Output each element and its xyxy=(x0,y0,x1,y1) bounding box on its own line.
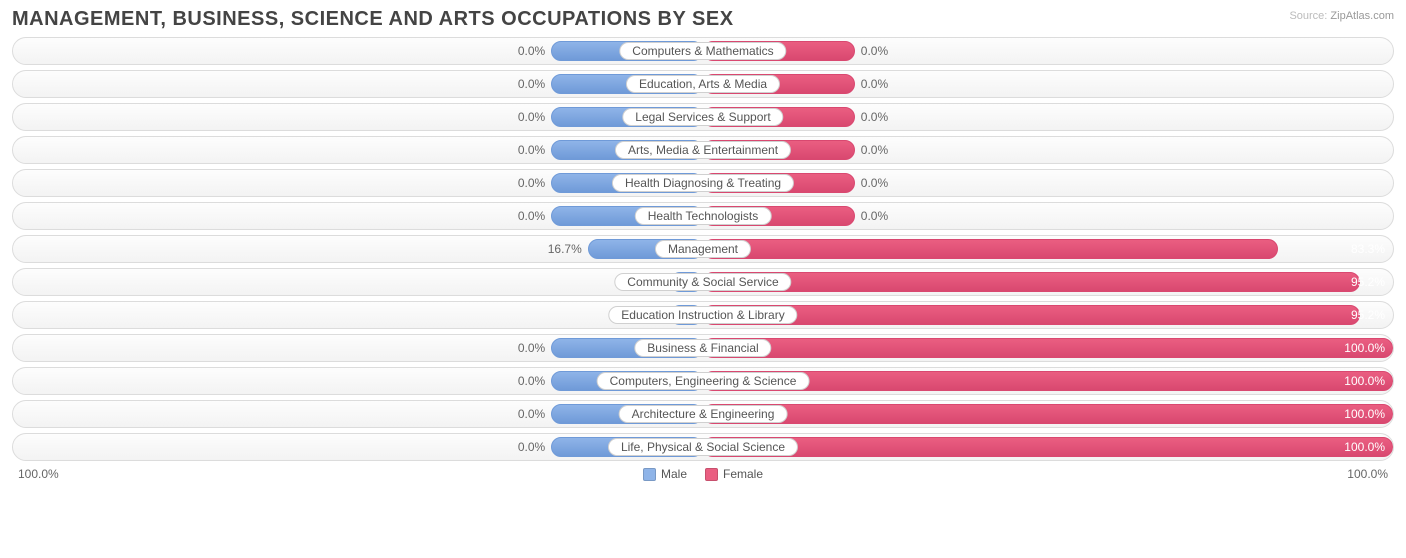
pct-label-male: 0.0% xyxy=(518,110,545,124)
pct-label-female: 0.0% xyxy=(861,209,888,223)
bar-half-male: 0.0% xyxy=(13,434,703,460)
bar-half-male: 0.0% xyxy=(13,137,703,163)
pct-label-male: 16.7% xyxy=(548,242,582,256)
pct-label-male: 0.0% xyxy=(518,341,545,355)
pct-label-female: 0.0% xyxy=(861,77,888,91)
chart-legend: Male Female xyxy=(643,467,763,481)
axis-label-left: 100.0% xyxy=(18,467,59,481)
pct-label-female: 0.0% xyxy=(861,110,888,124)
pct-label-female: 0.0% xyxy=(861,143,888,157)
pct-label-male: 0.0% xyxy=(518,209,545,223)
category-label: Arts, Media & Entertainment xyxy=(615,141,791,159)
category-label: Business & Financial xyxy=(634,339,771,357)
category-label: Legal Services & Support xyxy=(622,108,783,126)
category-label: Computers, Engineering & Science xyxy=(597,372,810,390)
bar-fill-female xyxy=(703,404,1393,424)
pct-label-female: 95.2% xyxy=(1351,308,1385,322)
pct-label-female: 100.0% xyxy=(1344,440,1385,454)
pct-label-male: 0.0% xyxy=(518,77,545,91)
bar-half-male: 0.0% xyxy=(13,203,703,229)
bar-row: 0.0% 100.0% Life, Physical & Social Scienc… xyxy=(12,433,1394,461)
chart-title: MANAGEMENT, BUSINESS, SCIENCE AND ARTS O… xyxy=(12,8,734,31)
bar-half-male: 0.0% xyxy=(13,335,703,361)
bar-half-female: 100.0% xyxy=(703,335,1393,361)
chart-rows: 0.0% 0.0% Computers & Mathematics 0.0% 0.0% E… xyxy=(12,37,1394,461)
bar-row: 0.0% 0.0% Health Diagnosing & Treating xyxy=(12,169,1394,197)
bar-row: 0.0% 100.0% Business & Financial xyxy=(12,334,1394,362)
pct-label-female: 83.3% xyxy=(1351,242,1385,256)
bar-fill-female xyxy=(703,272,1360,292)
pct-label-female: 95.2% xyxy=(1351,275,1385,289)
bar-half-male: 0.0% xyxy=(13,401,703,427)
bar-row: 0.0% 100.0% Computers, Engineering & Scien… xyxy=(12,367,1394,395)
chart-footer: 100.0% Male Female 100.0% xyxy=(12,467,1394,481)
bar-half-female: 0.0% xyxy=(703,38,1393,64)
bar-fill-female xyxy=(703,338,1393,358)
legend-label-female: Female xyxy=(723,467,763,481)
pct-label-female: 0.0% xyxy=(861,176,888,190)
source-value: ZipAtlas.com xyxy=(1330,10,1394,22)
pct-label-male: 0.0% xyxy=(518,374,545,388)
bar-row: 0.0% 100.0% Architecture & Engineering xyxy=(12,400,1394,428)
chart-source: Source: ZipAtlas.com xyxy=(1289,8,1394,22)
category-label: Education Instruction & Library xyxy=(608,306,797,324)
bar-half-male: 16.7% xyxy=(13,236,703,262)
pct-label-female: 100.0% xyxy=(1344,374,1385,388)
bar-row: 4.8% 95.2% Community & Social Service xyxy=(12,268,1394,296)
bar-half-female: 100.0% xyxy=(703,434,1393,460)
legend-item-male: Male xyxy=(643,467,687,481)
bar-half-female: 100.0% xyxy=(703,401,1393,427)
bar-fill-female xyxy=(703,239,1278,259)
category-label: Health Diagnosing & Treating xyxy=(612,174,794,192)
pct-label-male: 0.0% xyxy=(518,407,545,421)
bar-row: 0.0% 0.0% Health Technologists xyxy=(12,202,1394,230)
category-label: Community & Social Service xyxy=(614,273,791,291)
legend-swatch-female xyxy=(705,468,718,481)
bar-half-male: 4.8% xyxy=(13,302,703,328)
occupations-by-sex-chart: MANAGEMENT, BUSINESS, SCIENCE AND ARTS O… xyxy=(0,0,1406,485)
category-label: Life, Physical & Social Science xyxy=(608,438,798,456)
bar-half-male: 0.0% xyxy=(13,71,703,97)
bar-row: 0.0% 0.0% Education, Arts & Media xyxy=(12,70,1394,98)
pct-label-male: 0.0% xyxy=(518,44,545,58)
category-label: Health Technologists xyxy=(635,207,772,225)
bar-half-female: 0.0% xyxy=(703,203,1393,229)
bar-fill-female xyxy=(703,437,1393,457)
bar-fill-female xyxy=(703,305,1360,325)
bar-row: 4.8% 95.2% Education Instruction & Library xyxy=(12,301,1394,329)
bar-half-female: 83.3% xyxy=(703,236,1393,262)
axis-label-right: 100.0% xyxy=(1347,467,1388,481)
source-label: Source: xyxy=(1289,10,1327,22)
legend-swatch-male xyxy=(643,468,656,481)
pct-label-male: 0.0% xyxy=(518,440,545,454)
bar-row: 0.0% 0.0% Computers & Mathematics xyxy=(12,37,1394,65)
pct-label-male: 0.0% xyxy=(518,176,545,190)
category-label: Management xyxy=(655,240,751,258)
bar-half-male: 0.0% xyxy=(13,170,703,196)
legend-label-male: Male xyxy=(661,467,687,481)
bar-half-male: 0.0% xyxy=(13,38,703,64)
bar-row: 16.7% 83.3% Management xyxy=(12,235,1394,263)
bar-half-female: 0.0% xyxy=(703,71,1393,97)
bar-row: 0.0% 0.0% Arts, Media & Entertainment xyxy=(12,136,1394,164)
bar-half-female: 0.0% xyxy=(703,137,1393,163)
category-label: Computers & Mathematics xyxy=(619,42,786,60)
category-label: Architecture & Engineering xyxy=(619,405,788,423)
pct-label-female: 100.0% xyxy=(1344,407,1385,421)
bar-half-male: 0.0% xyxy=(13,104,703,130)
bar-half-female: 0.0% xyxy=(703,104,1393,130)
bar-half-female: 0.0% xyxy=(703,170,1393,196)
pct-label-female: 100.0% xyxy=(1344,341,1385,355)
bar-half-male: 4.8% xyxy=(13,269,703,295)
pct-label-female: 0.0% xyxy=(861,44,888,58)
bar-half-female: 95.2% xyxy=(703,302,1393,328)
legend-item-female: Female xyxy=(705,467,763,481)
bar-row: 0.0% 0.0% Legal Services & Support xyxy=(12,103,1394,131)
pct-label-male: 0.0% xyxy=(518,143,545,157)
chart-header: MANAGEMENT, BUSINESS, SCIENCE AND ARTS O… xyxy=(12,8,1394,31)
bar-half-female: 95.2% xyxy=(703,269,1393,295)
category-label: Education, Arts & Media xyxy=(626,75,780,93)
